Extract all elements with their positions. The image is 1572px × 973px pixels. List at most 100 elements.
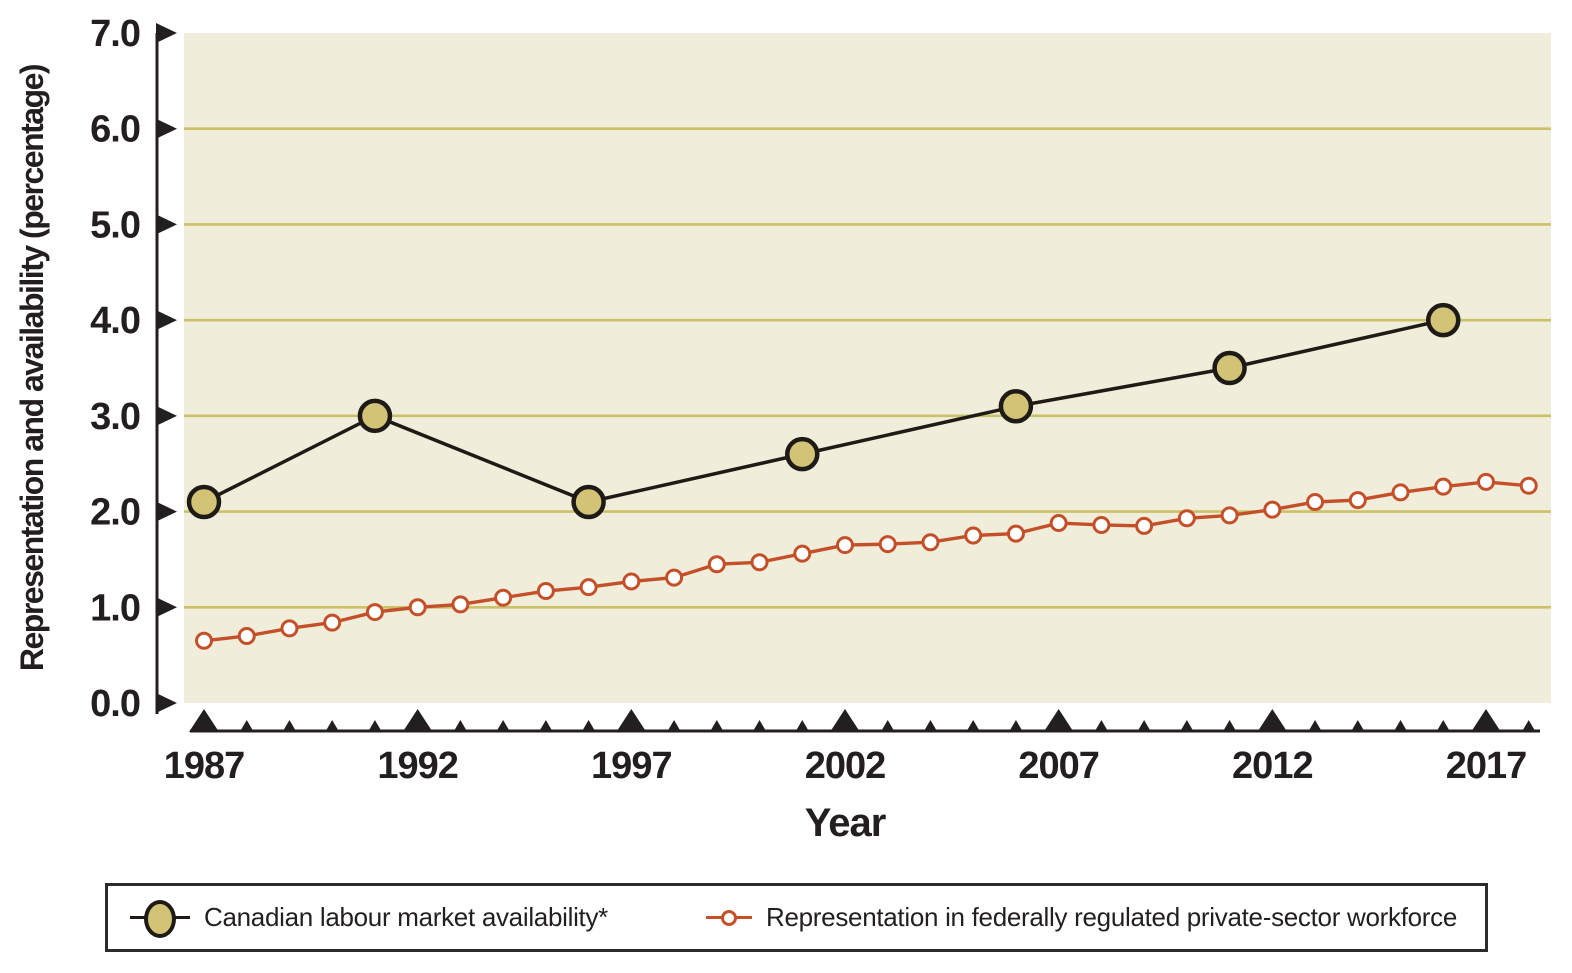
data-point-representation-2010 xyxy=(1177,509,1196,528)
x-tick-triangle-icon-1997 xyxy=(616,709,647,732)
y-tick-label-4.0: 4.0 xyxy=(90,300,140,342)
x-tick-triangle-icon-1991 xyxy=(367,720,382,732)
data-point-representation-2015 xyxy=(1391,483,1410,502)
data-point-representation-2005 xyxy=(964,526,983,545)
x-tick-triangle-icon-1989 xyxy=(282,720,297,732)
y-tick-label-6.0: 6.0 xyxy=(90,109,140,151)
x-tick-triangle-icon-2018 xyxy=(1521,720,1536,732)
legend: Canadian labour market availability* Rep… xyxy=(105,883,1488,952)
data-point-representation-1998 xyxy=(665,568,684,587)
x-tick-triangle-icon-1999 xyxy=(709,720,724,732)
data-point-availability-2016 xyxy=(1426,302,1461,338)
data-point-representation-2007 xyxy=(1049,514,1068,533)
data-point-availability-2006 xyxy=(998,389,1034,424)
x-tick-triangle-icon-2016 xyxy=(1436,720,1451,732)
data-point-representation-2014 xyxy=(1348,491,1367,510)
x-tick-triangle-icon-2000 xyxy=(752,720,767,732)
data-point-representation-1999 xyxy=(707,555,726,574)
x-tick-triangle-icon-2010 xyxy=(1179,720,1194,732)
x-tick-triangle-icon-1998 xyxy=(667,720,682,732)
data-point-representation-2009 xyxy=(1135,516,1154,535)
y-tick-arrow-icon-2.0 xyxy=(156,501,177,522)
x-tick-triangle-icon-2009 xyxy=(1137,720,1152,732)
data-point-representation-1989 xyxy=(280,619,299,638)
data-point-representation-2013 xyxy=(1306,493,1325,511)
x-tick-label-1987: 1987 xyxy=(164,745,245,787)
x-tick-triangle-icon-2013 xyxy=(1308,720,1323,732)
x-tick-label-2017: 2017 xyxy=(1446,745,1527,787)
x-tick-triangle-icon-2012 xyxy=(1257,709,1288,732)
legend-label-availability: Canadian labour market availability* xyxy=(204,902,608,932)
data-point-representation-2016 xyxy=(1434,477,1453,496)
x-tick-label-2007: 2007 xyxy=(1018,745,1099,787)
data-point-availability-1987 xyxy=(186,484,222,520)
y-tick-arrow-icon-0.0 xyxy=(156,693,177,713)
y-tick-label-7.0: 7.0 xyxy=(90,13,140,55)
x-tick-triangle-icon-2007 xyxy=(1043,709,1074,732)
data-point-representation-2002 xyxy=(835,536,854,555)
data-point-availability-2001 xyxy=(785,436,820,472)
data-point-representation-2001 xyxy=(793,544,812,563)
data-point-representation-2000 xyxy=(750,553,769,572)
y-tick-arrow-icon-3.0 xyxy=(156,405,177,426)
data-point-availability-1991 xyxy=(357,398,393,434)
y-tick-label-1.0: 1.0 xyxy=(90,587,140,629)
representation-series-marker-icon xyxy=(706,898,753,938)
x-tick-label-1997: 1997 xyxy=(591,745,672,787)
y-tick-arrow-icon-6.0 xyxy=(156,118,177,139)
data-point-representation-2006 xyxy=(1006,524,1025,543)
data-point-representation-1988 xyxy=(237,627,256,645)
x-tick-triangle-icon-1995 xyxy=(538,720,553,732)
data-point-representation-2018 xyxy=(1519,476,1538,495)
x-tick-label-1992: 1992 xyxy=(377,745,458,787)
data-point-representation-1996 xyxy=(579,578,598,597)
x-tick-label-2002: 2002 xyxy=(805,745,886,787)
y-tick-label-0.0: 0.0 xyxy=(90,683,140,725)
x-tick-triangle-icon-2014 xyxy=(1350,720,1365,732)
data-point-representation-2011 xyxy=(1220,506,1239,525)
y-tick-label-5.0: 5.0 xyxy=(90,204,140,246)
data-point-availability-1996 xyxy=(571,484,606,520)
y-tick-label-3.0: 3.0 xyxy=(90,396,140,438)
data-point-representation-1993 xyxy=(451,595,470,614)
data-point-representation-2008 xyxy=(1092,515,1111,534)
x-tick-triangle-icon-2015 xyxy=(1393,720,1408,732)
x-tick-triangle-icon-2002 xyxy=(829,709,860,732)
x-tick-triangle-icon-2017 xyxy=(1470,709,1501,732)
x-tick-triangle-icon-2005 xyxy=(966,720,981,732)
x-tick-triangle-icon-2008 xyxy=(1094,720,1109,732)
data-point-representation-1992 xyxy=(408,598,427,617)
y-tick-arrow-icon-1.0 xyxy=(156,597,177,618)
x-tick-triangle-icon-2003 xyxy=(880,720,895,732)
data-point-representation-1987 xyxy=(195,631,213,650)
availability-series-marker-icon xyxy=(130,898,190,938)
legend-label-representation: Representation in federally regulated pr… xyxy=(766,902,1457,932)
x-tick-triangle-icon-2001 xyxy=(795,720,810,732)
y-tick-arrow-icon-7.0 xyxy=(156,23,177,43)
y-axis-title: Representation and availability (percent… xyxy=(14,64,50,672)
plot-area xyxy=(184,33,1551,703)
x-tick-triangle-icon-1994 xyxy=(496,720,511,732)
x-tick-triangle-icon-1996 xyxy=(581,720,596,732)
data-point-representation-1995 xyxy=(536,582,555,601)
data-point-representation-1990 xyxy=(323,613,342,632)
y-tick-arrow-icon-5.0 xyxy=(156,214,177,235)
x-tick-triangle-icon-1988 xyxy=(239,720,254,732)
x-tick-triangle-icon-1993 xyxy=(453,720,468,732)
data-point-representation-1997 xyxy=(622,572,641,591)
data-point-representation-2003 xyxy=(878,535,897,554)
legend-item-availability: Canadian labour market availability* xyxy=(130,898,608,938)
x-tick-triangle-icon-2006 xyxy=(1008,720,1023,732)
x-tick-triangle-icon-1987 xyxy=(189,709,219,732)
data-point-representation-2017 xyxy=(1476,472,1495,491)
data-point-representation-1994 xyxy=(494,588,513,607)
x-axis-title: Year xyxy=(804,801,887,845)
data-point-availability-2011 xyxy=(1212,350,1247,386)
legend-item-representation: Representation in federally regulated pr… xyxy=(706,898,1457,938)
data-point-representation-2004 xyxy=(921,533,940,552)
x-tick-triangle-icon-2004 xyxy=(923,720,938,732)
data-point-representation-2012 xyxy=(1263,500,1282,519)
x-tick-triangle-icon-1992 xyxy=(402,709,433,732)
